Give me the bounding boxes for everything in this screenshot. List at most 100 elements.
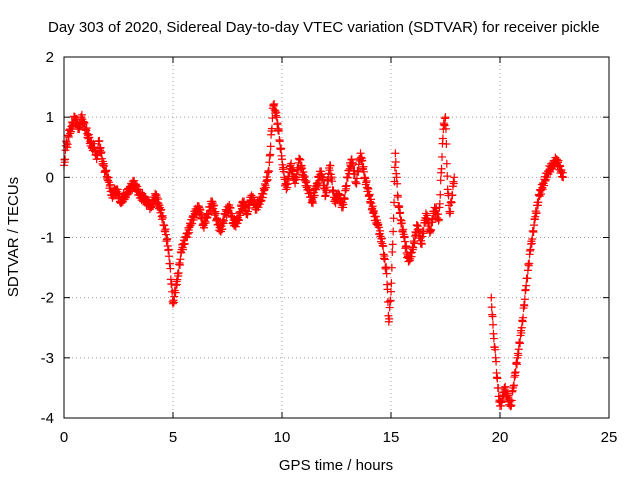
data-point bbox=[436, 190, 445, 199]
chart-title: Day 303 of 2020, Sidereal Day-to-day VTE… bbox=[48, 19, 600, 36]
data-point bbox=[397, 219, 406, 228]
data-point bbox=[263, 175, 272, 184]
data-point bbox=[318, 173, 327, 182]
data-point bbox=[343, 173, 352, 182]
data-point bbox=[234, 216, 243, 225]
data-point bbox=[446, 207, 455, 216]
data-point bbox=[532, 209, 541, 218]
data-point bbox=[442, 159, 451, 168]
data-point bbox=[488, 312, 497, 321]
data-point bbox=[448, 191, 457, 200]
y-tick-label: -2 bbox=[41, 290, 54, 307]
data-point bbox=[95, 136, 104, 145]
data-point bbox=[211, 209, 220, 218]
y-tick-label: -1 bbox=[41, 230, 54, 247]
data-point bbox=[174, 268, 183, 277]
data-point bbox=[489, 334, 498, 343]
data-point bbox=[414, 225, 423, 234]
data-point bbox=[340, 194, 349, 203]
data-point bbox=[489, 320, 498, 329]
data-point bbox=[61, 155, 70, 164]
data-point bbox=[264, 167, 273, 176]
data-point bbox=[447, 198, 456, 207]
data-point bbox=[196, 206, 205, 215]
data-point bbox=[509, 381, 518, 390]
data-point bbox=[165, 252, 174, 261]
data-point bbox=[274, 126, 283, 135]
data-point bbox=[387, 279, 396, 288]
data-point bbox=[166, 264, 175, 273]
data-point bbox=[387, 263, 396, 272]
data-point bbox=[511, 368, 520, 377]
data-points bbox=[60, 100, 568, 411]
data-point bbox=[388, 240, 397, 249]
data-point bbox=[364, 185, 373, 194]
data-point bbox=[266, 142, 275, 151]
grid-lines bbox=[64, 57, 609, 418]
data-point bbox=[491, 345, 500, 354]
data-point bbox=[380, 255, 389, 264]
data-point bbox=[329, 186, 338, 195]
data-point bbox=[487, 293, 496, 302]
data-point bbox=[437, 164, 446, 173]
y-axis-label: SDTVAR / TECUs bbox=[5, 177, 22, 297]
data-point bbox=[427, 225, 436, 234]
data-point bbox=[436, 176, 445, 185]
data-point bbox=[393, 179, 402, 188]
x-tick-label: 0 bbox=[60, 429, 68, 446]
data-point bbox=[517, 323, 526, 332]
data-point bbox=[218, 225, 227, 234]
data-point bbox=[163, 234, 172, 243]
data-point bbox=[359, 167, 368, 176]
data-point bbox=[243, 207, 252, 216]
data-point bbox=[520, 295, 529, 304]
data-point bbox=[176, 255, 185, 264]
data-point bbox=[273, 119, 282, 128]
data-point bbox=[528, 235, 537, 244]
data-point bbox=[226, 204, 235, 213]
data-point bbox=[450, 173, 459, 182]
y-tick-label: 2 bbox=[46, 49, 54, 66]
data-point bbox=[387, 287, 395, 296]
data-point bbox=[275, 137, 284, 146]
data-point bbox=[493, 374, 502, 383]
data-point bbox=[393, 193, 402, 202]
data-point bbox=[443, 172, 452, 181]
data-point bbox=[310, 191, 319, 200]
data-point bbox=[390, 198, 399, 207]
data-point bbox=[158, 213, 167, 222]
data-point bbox=[390, 163, 399, 172]
data-point bbox=[171, 288, 180, 297]
data-point bbox=[326, 161, 335, 170]
data-point bbox=[382, 269, 391, 278]
x-tick-label: 25 bbox=[601, 429, 618, 446]
axis-ticks: 0 5 10 15 20 25 -4 -3 -2 -1 0 1 2 bbox=[41, 49, 618, 446]
data-point bbox=[365, 190, 374, 199]
data-point bbox=[514, 345, 523, 354]
y-tick-label: 0 bbox=[46, 169, 54, 186]
data-point bbox=[358, 156, 367, 165]
data-point bbox=[157, 205, 166, 214]
data-point bbox=[441, 124, 450, 133]
data-point bbox=[296, 155, 305, 164]
data-point bbox=[438, 134, 447, 143]
data-point bbox=[440, 121, 449, 130]
data-point bbox=[283, 179, 292, 188]
data-point bbox=[391, 149, 400, 158]
data-point bbox=[374, 223, 383, 232]
data-point bbox=[559, 173, 568, 182]
data-point bbox=[400, 237, 409, 246]
data-point bbox=[534, 198, 543, 207]
y-tick-label: 1 bbox=[46, 109, 54, 126]
data-point bbox=[386, 296, 395, 305]
data-point bbox=[389, 214, 398, 223]
x-axis-label: GPS time / hours bbox=[279, 457, 393, 474]
data-point bbox=[395, 202, 404, 211]
data-point bbox=[487, 303, 496, 312]
data-point bbox=[328, 177, 337, 186]
data-point bbox=[396, 208, 405, 217]
data-point bbox=[434, 215, 443, 224]
data-point bbox=[391, 157, 400, 166]
x-tick-label: 5 bbox=[169, 429, 177, 446]
